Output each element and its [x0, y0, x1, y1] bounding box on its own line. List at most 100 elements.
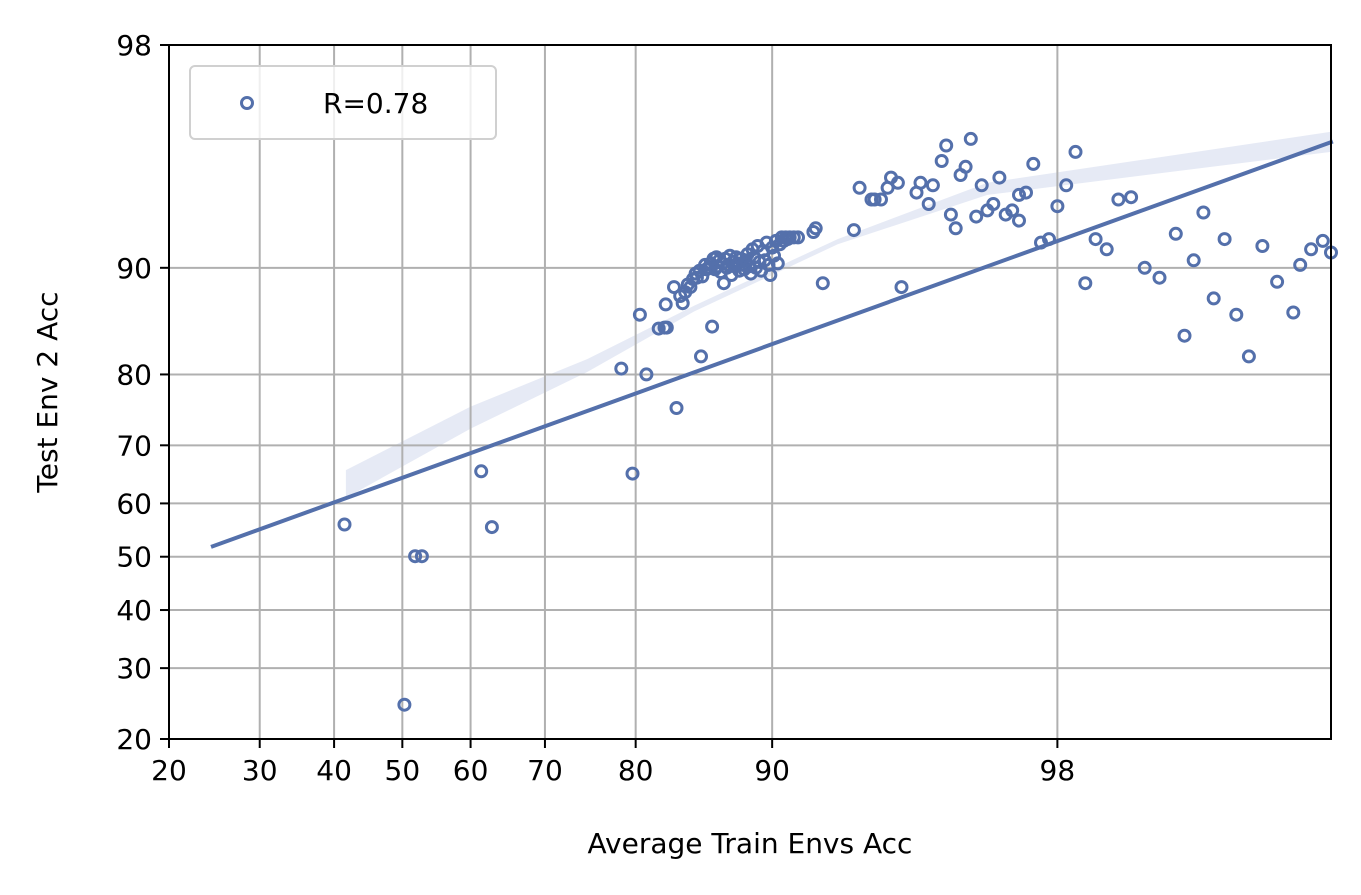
y-tick-label: 40	[116, 594, 152, 627]
data-points	[337, 131, 1338, 712]
data-point	[414, 549, 429, 564]
x-tick-label: 70	[527, 754, 563, 787]
data-point	[1050, 199, 1065, 214]
data-point	[1059, 178, 1074, 193]
data-point	[874, 192, 888, 207]
data-point	[1068, 144, 1083, 159]
data-point	[694, 349, 708, 364]
y-axis-label: Test Env 2 Acc	[31, 291, 64, 493]
x-tick-label: 50	[385, 754, 421, 787]
data-point	[1012, 187, 1026, 202]
y-tick-label: 50	[116, 541, 152, 574]
data-point	[1137, 260, 1152, 275]
x-tick-label: 40	[316, 754, 352, 787]
x-tick-label: 90	[754, 754, 790, 787]
data-point	[1255, 239, 1270, 253]
data-point	[1012, 213, 1026, 228]
data-point	[632, 307, 647, 322]
data-point	[934, 154, 949, 168]
y-tick-label: 30	[116, 652, 152, 685]
data-point	[1019, 185, 1033, 200]
data-point	[659, 320, 674, 335]
data-point	[1315, 233, 1330, 248]
data-point	[651, 321, 666, 336]
legend: R=0.78	[189, 65, 497, 140]
y-tick-label: 90	[116, 252, 152, 285]
data-point	[894, 280, 909, 295]
x-tick-label: 80	[618, 754, 654, 787]
data-point	[852, 180, 867, 195]
data-point	[986, 197, 1001, 211]
data-point	[667, 280, 681, 295]
y-tick-label: 70	[116, 429, 152, 462]
data-point	[1026, 156, 1041, 171]
data-point	[890, 175, 905, 190]
y-tick-label: 98	[116, 29, 152, 62]
data-point	[1270, 274, 1285, 289]
data-point	[1229, 307, 1244, 322]
legend-marker	[240, 96, 254, 110]
data-point	[614, 361, 629, 376]
data-point	[658, 297, 673, 312]
data-point	[974, 178, 989, 193]
data-point	[716, 276, 731, 291]
data-point	[913, 175, 928, 190]
grid	[168, 44, 1331, 740]
data-point	[625, 466, 640, 481]
data-point	[1177, 328, 1192, 343]
x-tick-label: 20	[151, 754, 187, 787]
y-tick-label: 60	[116, 487, 152, 520]
y-tick-label: 80	[116, 358, 152, 391]
data-point	[484, 520, 499, 535]
data-point	[1042, 232, 1056, 247]
data-point	[1206, 291, 1221, 306]
plot-frame	[168, 44, 1332, 740]
data-point	[867, 192, 882, 207]
regression-line-path	[210, 139, 1334, 549]
x-axis-label: Average Train Envs Acc	[588, 827, 913, 860]
data-point	[1186, 253, 1201, 268]
x-tick-label: 30	[242, 754, 278, 787]
data-point	[639, 367, 654, 382]
data-point	[963, 131, 978, 146]
data-point	[705, 319, 720, 334]
data-point	[1304, 242, 1319, 257]
legend-label: R=0.78	[323, 87, 428, 120]
x-tick-label: 60	[453, 754, 489, 787]
data-point	[943, 207, 958, 222]
data-point	[791, 230, 805, 245]
data-point	[763, 268, 778, 282]
data-point	[683, 280, 698, 295]
x-tick-label: 98	[1040, 754, 1076, 787]
data-point	[948, 221, 963, 236]
data-point	[770, 256, 785, 271]
data-point	[1196, 205, 1211, 220]
data-point	[1111, 192, 1126, 207]
data-point	[474, 464, 489, 479]
data-point	[1005, 203, 1020, 218]
legend-box	[189, 65, 497, 140]
data-point	[969, 209, 984, 224]
data-point	[992, 170, 1007, 185]
data-point	[1286, 305, 1301, 320]
data-point	[921, 197, 936, 211]
data-point	[1241, 349, 1256, 364]
data-point	[1293, 257, 1308, 272]
y-tick-label: 20	[116, 723, 152, 756]
data-point	[397, 697, 412, 712]
data-point	[846, 223, 861, 238]
data-point	[1168, 226, 1183, 241]
data-point	[1099, 242, 1114, 257]
data-point	[1088, 232, 1103, 247]
data-point	[958, 159, 973, 174]
data-point	[1217, 232, 1232, 247]
data-point	[1124, 190, 1139, 205]
data-point	[815, 276, 830, 291]
regression-line	[210, 139, 1334, 549]
data-point	[669, 401, 684, 415]
data-point	[808, 221, 823, 236]
data-point	[925, 178, 940, 193]
data-point	[939, 138, 954, 153]
data-point	[337, 517, 352, 532]
